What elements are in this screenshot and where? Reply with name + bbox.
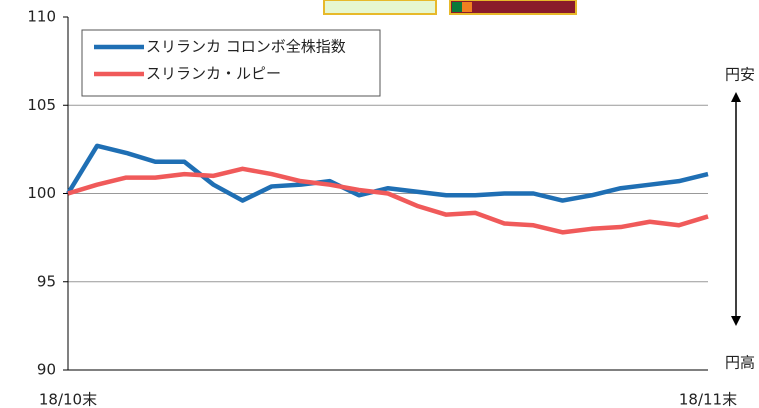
y-tick-label: 100: [27, 184, 56, 202]
arrow-head: [731, 92, 741, 102]
flag-stripe: [462, 2, 472, 12]
y-tick-label: 110: [27, 8, 56, 26]
y-tick-label: 105: [27, 96, 56, 114]
y-tick-label: 95: [37, 272, 56, 290]
flag-image: [323, 0, 437, 15]
x-tick-label: 18/10末: [39, 391, 97, 408]
y-tick-label: 90: [37, 361, 56, 379]
annotation: 円安: [725, 66, 755, 84]
legend-label: スリランカ・ルピー: [146, 65, 281, 83]
legend-label: スリランカ コロンボ全株指数: [146, 38, 346, 56]
arrow-head: [731, 316, 741, 326]
flag-image: [449, 0, 577, 15]
series-line: [66, 143, 709, 203]
annotation: 円高: [725, 354, 755, 372]
x-tick-label: 18/11末: [679, 391, 737, 408]
flag-stripe: [452, 2, 462, 12]
legend-box: [81, 29, 381, 97]
series-line: [67, 166, 709, 235]
